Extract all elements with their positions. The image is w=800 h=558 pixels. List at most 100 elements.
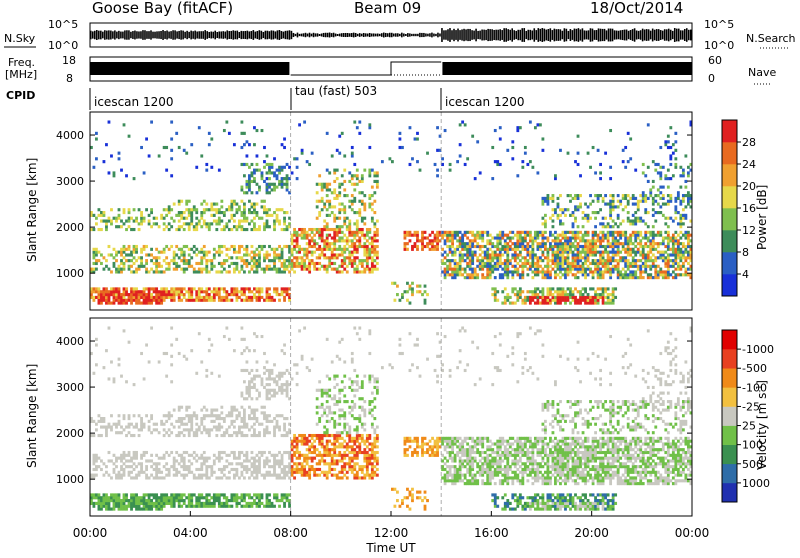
power-cell <box>449 251 452 254</box>
power-cell <box>341 236 344 239</box>
power-cell <box>293 231 296 234</box>
power-cell <box>559 194 562 197</box>
power-cell <box>218 219 221 222</box>
power-cell <box>619 231 622 234</box>
power-cell <box>118 299 121 302</box>
power-cell <box>496 262 499 265</box>
power-cell <box>562 299 565 302</box>
velocity-cell <box>203 417 206 420</box>
velocity-cell <box>190 499 193 502</box>
power-cell <box>218 299 221 302</box>
velocity-cell <box>253 434 256 437</box>
power-cell <box>629 273 632 276</box>
power-cell <box>125 219 128 222</box>
power-cell <box>634 197 637 200</box>
power-cell <box>436 126 439 129</box>
power-cell <box>313 234 316 237</box>
power-cell <box>642 171 645 174</box>
power-cell <box>253 222 256 225</box>
velocity-cell <box>178 499 181 502</box>
power-cell <box>612 234 615 237</box>
power-cell <box>559 251 562 254</box>
power-cell <box>210 222 213 225</box>
power-cell <box>130 270 133 273</box>
velocity-cell <box>155 465 158 468</box>
power-cell <box>634 259 637 262</box>
power-cell <box>567 245 570 248</box>
velocity-cell <box>118 431 121 434</box>
power-cell <box>178 214 181 217</box>
power-cell <box>140 251 143 254</box>
power-cell <box>567 273 570 276</box>
power-cell <box>597 245 600 248</box>
power-cell <box>459 268 462 271</box>
power-cell <box>554 290 557 293</box>
power-cell <box>474 273 477 276</box>
power-cell <box>273 256 276 259</box>
power-cell <box>133 245 136 248</box>
velocity-cell <box>238 425 241 428</box>
noise-sample <box>427 34 429 37</box>
power-cell <box>208 296 211 299</box>
power-cell <box>103 299 106 302</box>
power-cell <box>421 293 424 296</box>
power-cell <box>654 242 657 245</box>
power-cell <box>542 149 545 152</box>
power-cell <box>577 251 580 254</box>
power-cell <box>283 262 286 265</box>
power-cell <box>459 262 462 265</box>
power-cell <box>534 290 537 293</box>
power-cell <box>155 268 158 271</box>
power-cell <box>110 302 113 305</box>
velocity-cell <box>200 462 203 465</box>
noise-sample <box>391 33 393 37</box>
velocity-cell <box>145 499 148 502</box>
velocity-cell <box>180 493 183 496</box>
velocity-cell <box>153 476 156 479</box>
power-cell <box>256 191 259 194</box>
power-cell <box>358 191 361 194</box>
power-cell <box>672 259 675 262</box>
noise-sample <box>116 32 118 39</box>
velocity-cell <box>108 423 111 426</box>
power-cell <box>271 299 274 302</box>
power-cell <box>659 171 662 174</box>
colorbar-tick-label: 28 <box>742 136 756 149</box>
power-cell <box>238 296 241 299</box>
noise-sample <box>307 34 309 37</box>
power-cell <box>587 302 590 305</box>
power-cell <box>677 268 680 271</box>
velocity-cell <box>205 457 208 460</box>
power-cell <box>549 245 552 248</box>
power-cell <box>93 248 96 251</box>
power-cell <box>376 180 379 183</box>
power-cell <box>574 296 577 299</box>
power-cell <box>639 217 642 220</box>
power-cell <box>394 299 397 302</box>
power-cell <box>634 203 637 206</box>
power-cell <box>479 171 482 174</box>
velocity-cell <box>188 465 191 468</box>
velocity-cell <box>251 386 254 389</box>
velocity-cell <box>160 471 163 474</box>
velocity-cell <box>208 476 211 479</box>
power-cell <box>622 273 625 276</box>
power-cell <box>253 217 256 220</box>
noise-y-top: 10^5 <box>48 18 78 31</box>
velocity-cell <box>198 502 201 505</box>
power-cell <box>243 290 246 293</box>
power-cell <box>506 149 509 152</box>
power-cell <box>657 251 660 254</box>
power-cell <box>572 225 575 228</box>
power-cell <box>328 259 331 262</box>
noise-sample <box>359 33 361 37</box>
power-cell <box>542 270 545 273</box>
power-cell <box>579 194 582 197</box>
power-cell <box>170 174 173 177</box>
noise-sample <box>537 28 539 42</box>
velocity-cell <box>233 454 236 457</box>
power-cell <box>489 259 492 262</box>
noise-sample <box>413 34 415 36</box>
power-cell <box>679 214 682 217</box>
power-cell <box>150 211 153 214</box>
